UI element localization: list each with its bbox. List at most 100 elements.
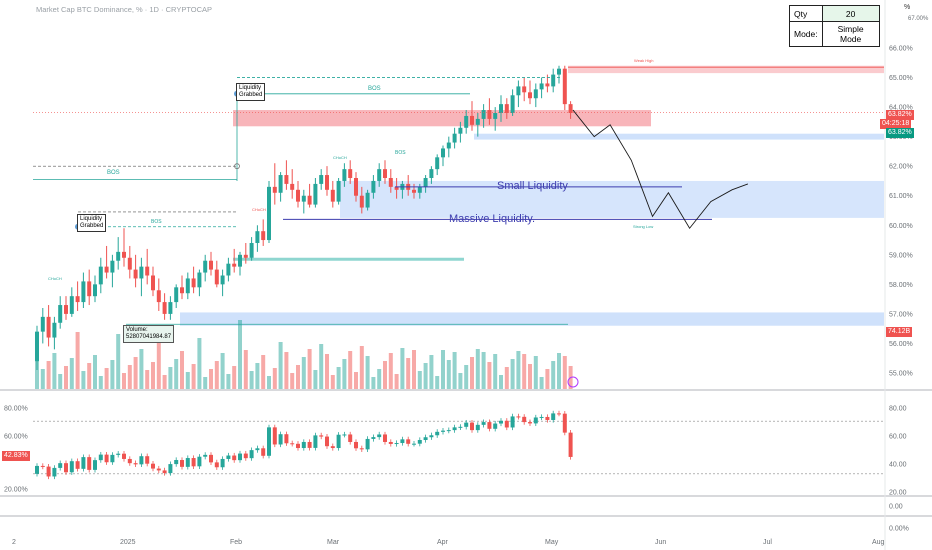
candle <box>238 251 242 276</box>
candle <box>197 269 202 297</box>
volume-bar <box>52 353 57 389</box>
rsi-axis-label: 40.00 <box>889 462 907 469</box>
volume-bar <box>470 357 474 389</box>
liquidity-grabbed-box-2: Liquidity Grabbed <box>77 214 107 232</box>
candle <box>487 98 492 125</box>
zones <box>180 65 884 326</box>
candle-body <box>348 169 353 178</box>
chart-title: Market Cap BTC Dominance, % · 1D · CRYPT… <box>36 5 213 14</box>
price-tick-label: 55.00% <box>889 371 913 378</box>
volume-bar <box>522 354 527 389</box>
candle-body <box>226 263 231 276</box>
volume-bar <box>139 349 144 389</box>
volume-bar <box>475 349 480 389</box>
volume-bar <box>197 338 202 389</box>
rsi-candle <box>557 413 561 415</box>
supply-zone <box>233 110 651 127</box>
rsi-left-label: 20.00% <box>4 487 28 494</box>
candle <box>470 101 474 131</box>
candle <box>133 254 138 288</box>
mode-value[interactable]: Simple Mode <box>821 21 880 47</box>
candle <box>493 107 498 131</box>
candle-body <box>46 316 51 338</box>
price-tick-label: 62.00% <box>889 164 913 171</box>
liquidity-grabbed-text-1a: Liquidity <box>239 85 262 91</box>
volume-bar <box>423 363 428 389</box>
small-liquidity-label: Small Liquidity <box>497 180 568 192</box>
candle <box>145 248 150 285</box>
candle-body <box>209 260 213 270</box>
candle <box>116 237 121 270</box>
volume-bar <box>394 374 399 389</box>
candle <box>348 160 353 184</box>
rsi-candle <box>104 454 109 463</box>
volume-bar <box>319 344 324 389</box>
candle-body <box>301 195 306 202</box>
candle-body <box>139 266 144 279</box>
volume-bar <box>487 362 492 389</box>
choch-label-1: CHoCH <box>48 276 62 281</box>
volume-bar <box>243 350 248 389</box>
candle-body <box>238 254 242 267</box>
candle <box>325 166 329 196</box>
candle-body <box>359 195 364 208</box>
candle <box>127 245 132 279</box>
volume-bar <box>127 365 132 389</box>
percent-scale-button[interactable]: % <box>904 4 911 11</box>
candle <box>203 254 208 282</box>
volume-bar <box>383 361 387 389</box>
rsi-candle <box>75 461 80 469</box>
candle <box>481 104 486 128</box>
candle-body <box>313 183 318 205</box>
candle <box>388 169 393 193</box>
price-tick-label: 61.00% <box>889 193 913 200</box>
candle-body <box>243 254 248 258</box>
rsi-candle <box>493 423 498 429</box>
candle <box>191 266 196 294</box>
rsi-candle <box>232 455 237 461</box>
rsi-candle <box>301 441 306 449</box>
candle <box>475 113 480 137</box>
rsi-candle <box>284 434 289 444</box>
volume-bar <box>93 355 97 389</box>
candle <box>562 65 567 111</box>
qty-value[interactable]: 20 <box>821 5 880 22</box>
candle-body <box>568 104 573 113</box>
volume-bar <box>122 373 126 389</box>
candle-body <box>388 178 393 187</box>
candle <box>539 77 544 99</box>
volume-bar <box>220 353 225 389</box>
candle <box>93 275 97 303</box>
candle-body <box>394 186 399 190</box>
candle-body <box>545 83 550 87</box>
bos-label-left: BOS <box>107 170 120 176</box>
candle <box>441 145 445 167</box>
candle-body <box>330 189 335 202</box>
liquidity-marker <box>234 163 240 170</box>
candle-body <box>75 296 80 303</box>
volume-bar <box>180 351 184 389</box>
rsi-candle <box>487 422 492 429</box>
candle-body <box>220 275 225 285</box>
volume-bar <box>87 363 92 389</box>
rsi-candle <box>87 457 92 470</box>
rsi-candle <box>46 466 51 477</box>
candle-body <box>325 175 329 190</box>
volume-bar <box>133 357 138 389</box>
rsi-candle <box>359 448 364 450</box>
candle <box>551 68 556 93</box>
rsi-candle <box>388 441 393 444</box>
candle <box>278 172 283 202</box>
candle <box>528 80 532 105</box>
candle-body <box>81 281 86 303</box>
liquidity-grabbed-text-1b: Grabbed <box>239 92 263 98</box>
candle <box>255 225 260 252</box>
candle <box>156 278 161 311</box>
candle <box>336 178 341 205</box>
volume-bar <box>75 332 80 389</box>
rsi-candle <box>35 465 39 474</box>
volume-bar <box>191 364 196 389</box>
candle-body <box>435 157 440 170</box>
candle-body <box>197 272 202 288</box>
